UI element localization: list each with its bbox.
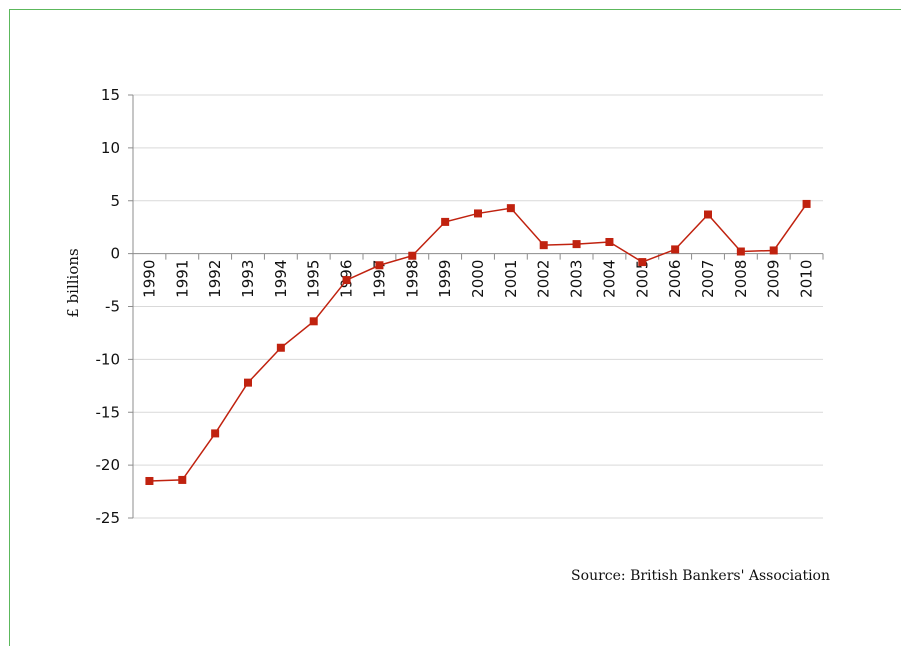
data-point-2004 bbox=[605, 237, 614, 246]
data-point-2007 bbox=[704, 210, 712, 219]
y-tick-label: 10 bbox=[101, 139, 120, 157]
x-tick-label: 1994 bbox=[272, 260, 290, 298]
data-point-2002 bbox=[539, 241, 548, 250]
data-point-2003 bbox=[572, 240, 581, 249]
y-tick-label: -25 bbox=[96, 509, 121, 527]
x-tick-label: 1991 bbox=[173, 260, 191, 298]
source-note: Source: British Bankers' Association bbox=[571, 568, 830, 584]
data-point-2006 bbox=[671, 245, 680, 254]
series-line bbox=[149, 203, 808, 482]
data-point-2001 bbox=[506, 204, 515, 213]
y-tick-label: 15 bbox=[101, 86, 120, 104]
data-point-2000 bbox=[474, 209, 482, 218]
series bbox=[145, 199, 811, 485]
data-point-1995 bbox=[309, 317, 318, 326]
y-tick-label: 5 bbox=[110, 192, 120, 210]
data-point-1992 bbox=[211, 429, 220, 438]
y-tick-label: -20 bbox=[96, 456, 121, 474]
y-axis bbox=[128, 94, 824, 519]
x-tick-labels: 1990199119921993199419951996199719981999… bbox=[140, 260, 815, 298]
x-tick-label: 2004 bbox=[600, 260, 618, 298]
x-tick-label: 1998 bbox=[403, 260, 421, 298]
x-tick-label: 2008 bbox=[732, 260, 750, 298]
x-tick-label: 2000 bbox=[469, 260, 487, 298]
x-tick-label: 1993 bbox=[239, 260, 257, 298]
data-point-1998 bbox=[408, 251, 417, 260]
x-tick-label: 1992 bbox=[206, 260, 224, 298]
data-point-2010 bbox=[802, 199, 811, 208]
x-tick-label: 2005 bbox=[633, 260, 651, 298]
data-point-1990 bbox=[145, 476, 154, 485]
x-tick-label: 2007 bbox=[699, 260, 717, 298]
data-point-2005 bbox=[638, 258, 647, 267]
y-axis-title: £ billions bbox=[64, 248, 82, 318]
data-point-2009 bbox=[769, 246, 778, 255]
x-tick-label: 2003 bbox=[568, 260, 586, 298]
x-tick-label: 2009 bbox=[765, 260, 783, 298]
data-point-1993 bbox=[244, 378, 252, 387]
x-tick-label: 2001 bbox=[502, 260, 520, 298]
data-point-1991 bbox=[178, 475, 187, 484]
chart-frame bbox=[9, 9, 901, 646]
gridlines bbox=[133, 94, 823, 519]
x-tick-label: 1990 bbox=[140, 260, 158, 298]
data-point-1996 bbox=[342, 276, 351, 285]
x-tick-label: 2006 bbox=[666, 260, 684, 298]
y-tick-labels: 15 10 5 0 -5 -10 -15 -20 -25 bbox=[96, 86, 121, 527]
data-point-1997 bbox=[375, 261, 384, 270]
y-tick-label: 0 bbox=[110, 245, 120, 263]
data-point-1999 bbox=[441, 217, 450, 226]
data-point-1994 bbox=[276, 343, 285, 352]
x-tick-label: 2002 bbox=[535, 260, 553, 298]
x-tick-label: 1995 bbox=[305, 260, 323, 298]
data-point-2008 bbox=[736, 247, 745, 256]
x-tick-label: 2010 bbox=[798, 260, 816, 298]
y-tick-label: -15 bbox=[96, 403, 121, 421]
x-tick-label: 1999 bbox=[436, 260, 454, 298]
x-tick-label: 1997 bbox=[370, 260, 388, 298]
y-tick-label: -10 bbox=[96, 350, 121, 368]
y-tick-label: -5 bbox=[105, 298, 120, 316]
